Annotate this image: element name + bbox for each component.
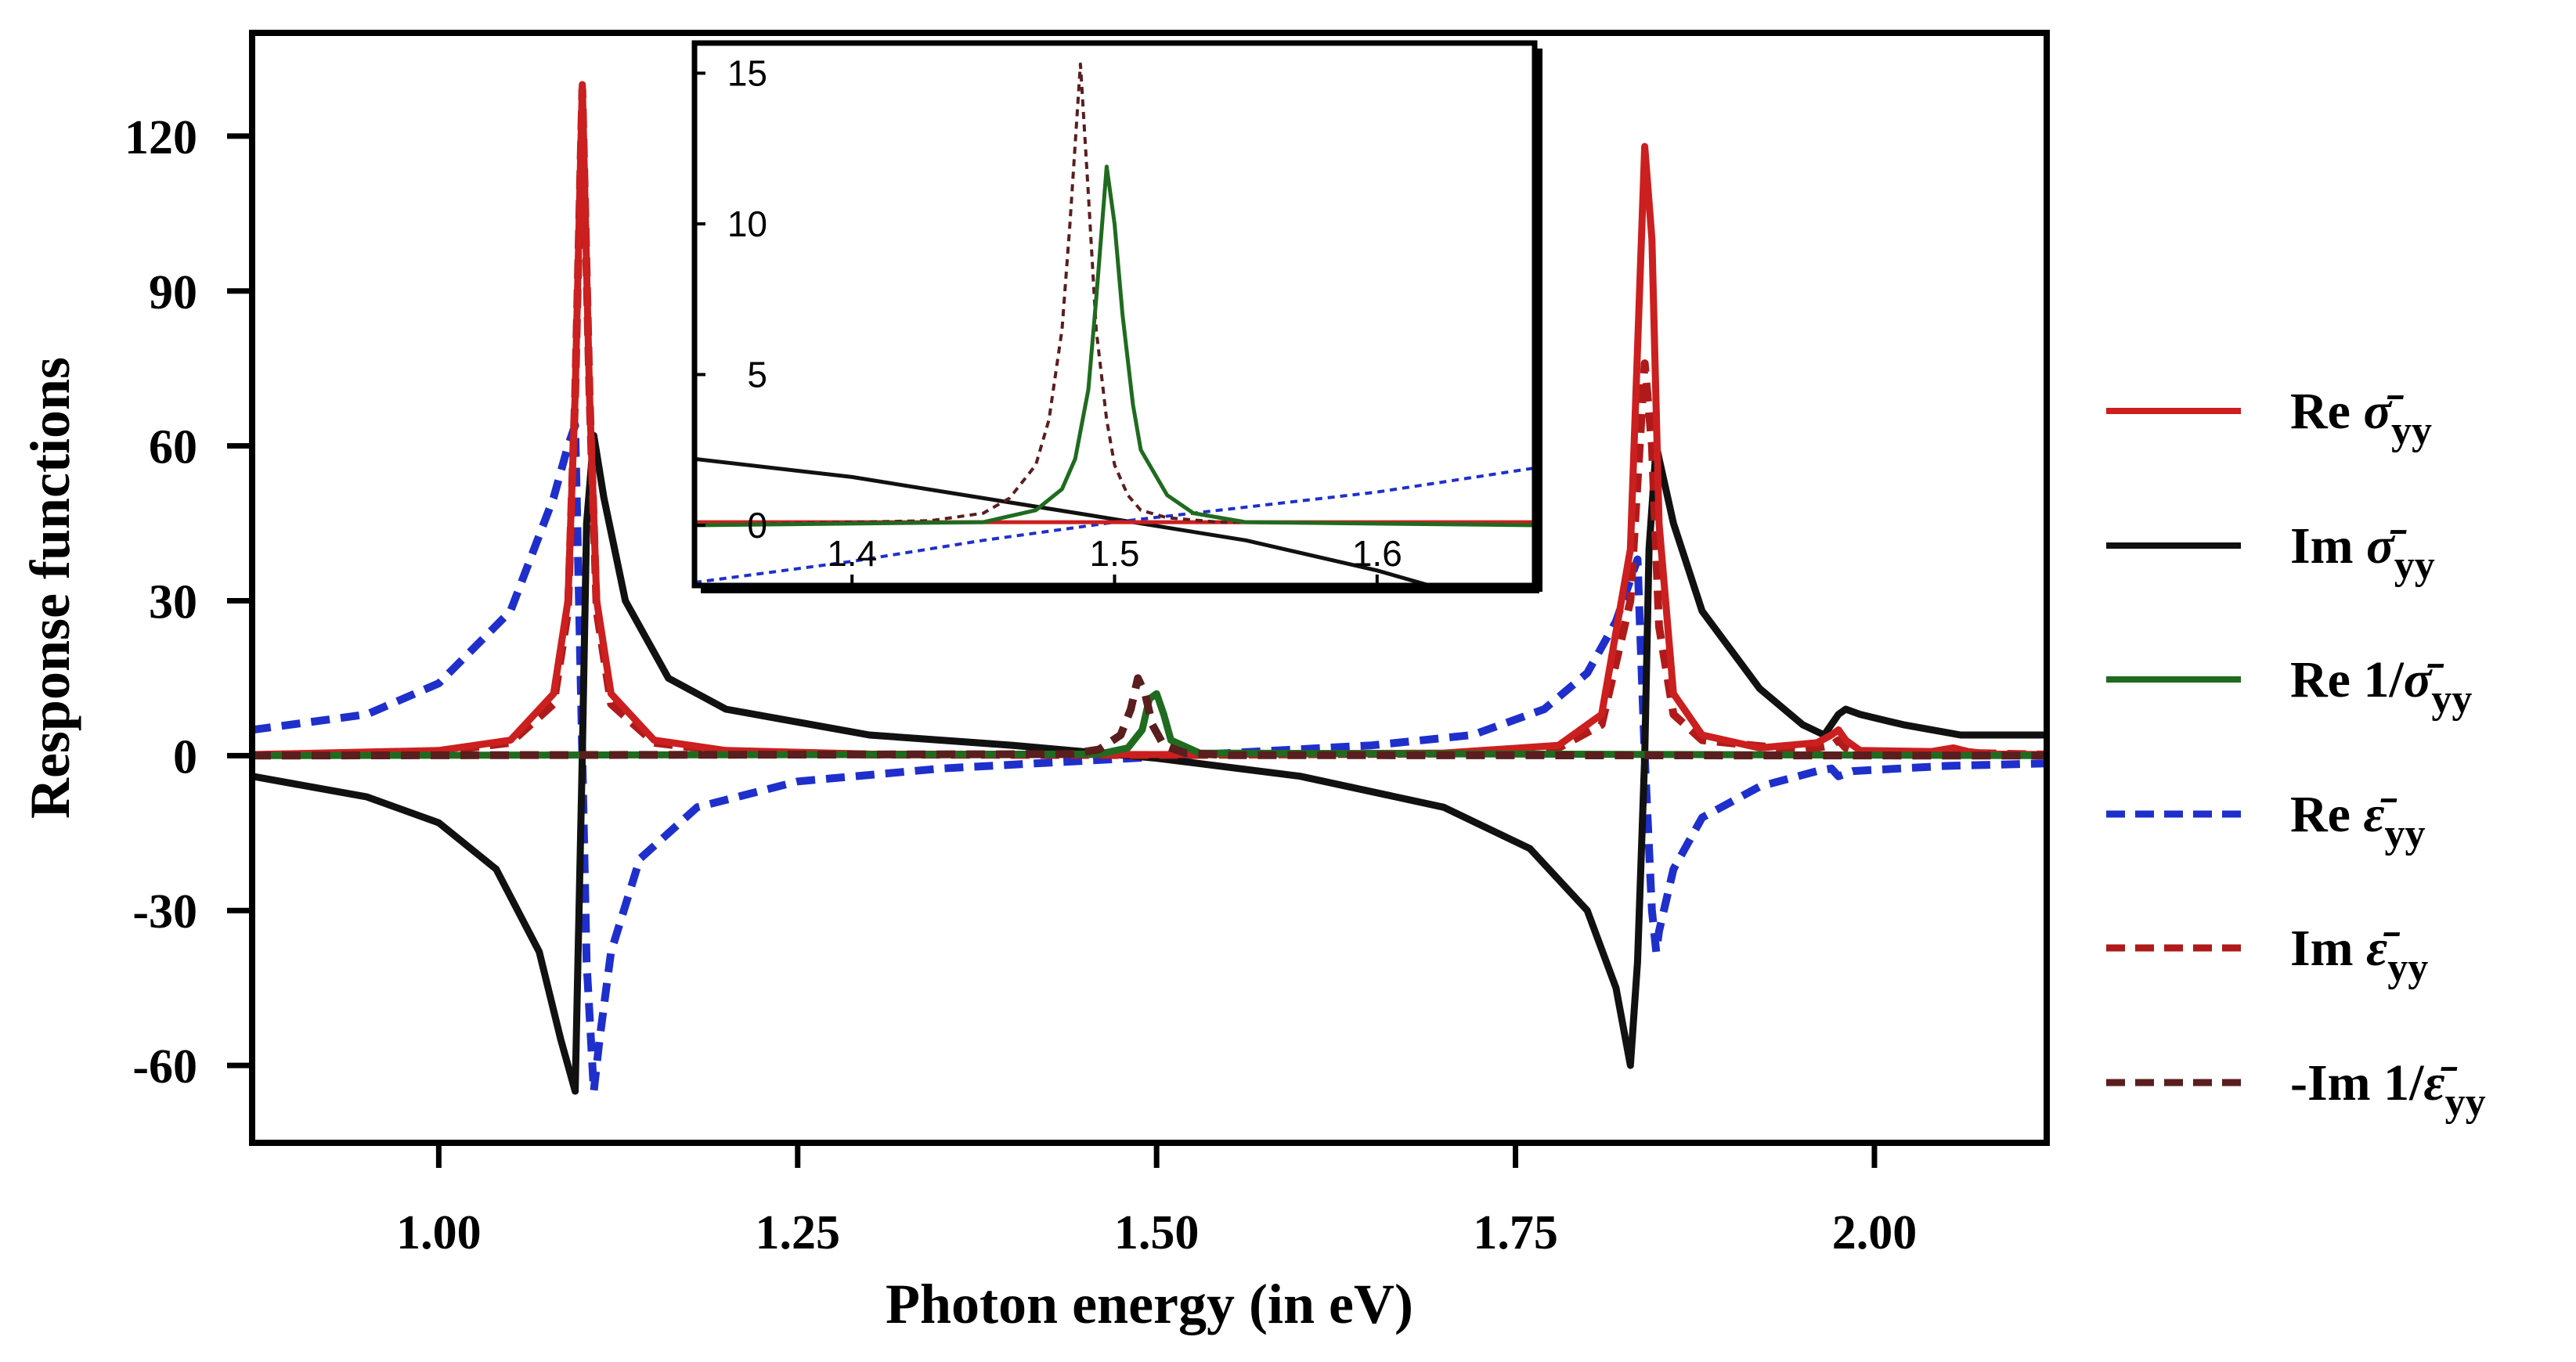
inset-y-tick-label: 5: [747, 355, 767, 395]
legend-label-re-epsilon-yy: Re ε̄yy: [2290, 786, 2426, 856]
legend-label-re-sigma-yy: Re σ̄yy: [2290, 383, 2432, 453]
series-line-neg-im-inv-epsilon-yy: [252, 674, 2047, 760]
series-line-im-sigma-yy: [252, 431, 2047, 1095]
x-tick-label: 1.25: [756, 1206, 841, 1259]
inset-y-tick-label: 10: [727, 204, 767, 244]
y-axis-title: Response functions: [19, 357, 81, 819]
y-tick-label: 60: [149, 421, 197, 474]
x-axis-title: Photon energy (in eV): [886, 1273, 1413, 1335]
series-line-im-epsilon-yy: [252, 85, 2047, 759]
x-tick-label: 2.00: [1832, 1206, 1918, 1259]
legend-label-im-epsilon-yy: Im ε̄yy: [2290, 920, 2428, 990]
x-tick-label: 1.75: [1473, 1206, 1558, 1259]
inset-y-tick-label: 15: [727, 53, 767, 94]
inset-y-tick-label: 0: [747, 505, 767, 546]
y-tick-label: 120: [124, 111, 197, 164]
x-tick-label: 1.50: [1114, 1206, 1200, 1259]
series-line-re-inv-sigma-yy: [252, 690, 2047, 759]
main-series-group: [252, 81, 2047, 1095]
legend-label-re-inv-sigma-yy: Re 1/σ̄yy: [2290, 651, 2472, 722]
y-tick-label: 30: [149, 575, 197, 629]
y-tick-label: 90: [149, 266, 197, 319]
inset-x-tick-label: 1.5: [1090, 533, 1140, 574]
inset-series-group: [695, 62, 1535, 586]
y-tick-label: 0: [173, 730, 197, 784]
x-tick-label: 1.00: [396, 1206, 482, 1259]
inset-plot: 1.4 1.5 1.6 0 5 10 15: [691, 40, 1542, 593]
inset-series-line-neg-im-inv-epsilon-yy: [695, 62, 1535, 527]
inset-x-tick-label: 1.4: [827, 533, 877, 574]
series-line-re-sigma-yy: [252, 81, 2047, 758]
y-tick-label: -30: [132, 885, 197, 939]
inset-series-line-re-inv-sigma-yy: [695, 164, 1535, 528]
inset-series-line-im-sigma-yy: [695, 456, 1431, 586]
inset-background: [695, 43, 1535, 586]
main-plot-frame: [249, 30, 2050, 1146]
inset-axes: 1.4 1.5 1.6 0 5 10 15: [695, 53, 1402, 586]
inset-x-tick-label: 1.6: [1352, 533, 1402, 574]
y-tick-label: -60: [132, 1040, 197, 1094]
